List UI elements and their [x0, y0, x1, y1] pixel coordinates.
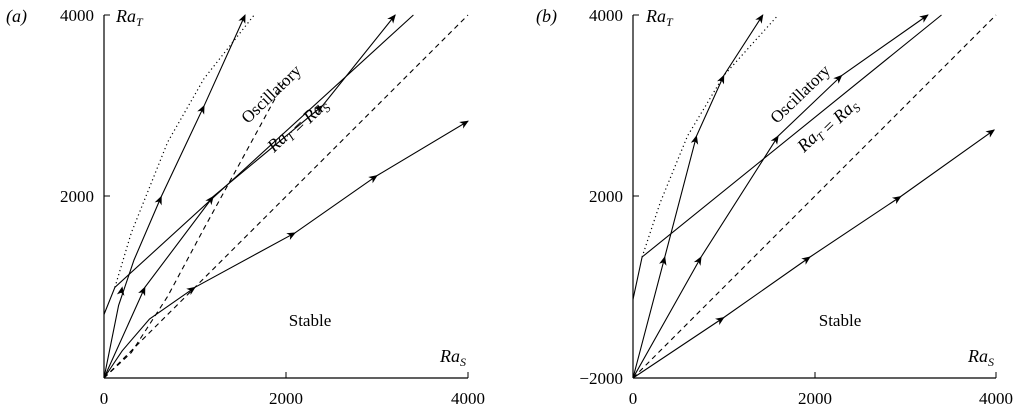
series-line-dashed [632, 14, 997, 379]
x-tick-label: 2000 [269, 389, 303, 408]
x-tick-label: 2000 [798, 389, 832, 408]
x-tick-label: 0 [100, 389, 109, 408]
arrowhead [197, 104, 205, 115]
series-line-dashed [103, 14, 469, 379]
series-line-solid [632, 129, 995, 379]
series-line-dashed [103, 78, 287, 379]
panel-label: (b) [536, 6, 557, 27]
arrowhead [755, 14, 764, 24]
series-line-dotted [114, 14, 255, 288]
arrowhead [154, 195, 162, 206]
series-line-solid [103, 14, 396, 379]
arrowhead [693, 256, 702, 266]
arrowhead [801, 256, 811, 265]
arrowhead [919, 14, 929, 23]
y-axis-title: RaT [115, 6, 144, 29]
arrowhead [138, 286, 146, 297]
arrowhead [368, 175, 378, 184]
y-axis-title: RaT [645, 6, 674, 29]
arrowhead [286, 232, 296, 240]
x-tick-label: 4000 [451, 389, 485, 408]
arrowhead [313, 105, 324, 114]
x-axis-title: RaS [967, 346, 994, 369]
x-axis-title: RaS [439, 346, 466, 369]
arrowhead [459, 120, 469, 129]
arrowhead [770, 135, 779, 145]
arrowhead [715, 316, 725, 326]
series-line-solid [632, 14, 942, 300]
region-label-stable: Stable [819, 311, 862, 330]
x-tick-label: 0 [629, 389, 638, 408]
y-tick-label: 4000 [60, 6, 94, 25]
arrowhead [116, 286, 125, 296]
arrowhead [690, 135, 699, 145]
arrowhead [985, 129, 996, 138]
arrowhead [238, 14, 246, 24]
arrowhead [891, 195, 902, 205]
arrowhead [387, 14, 396, 24]
series-line-solid [103, 14, 414, 315]
series-line-solid [103, 14, 246, 379]
x-tick-label: 4000 [979, 389, 1013, 408]
panel-label: (a) [6, 6, 27, 27]
arrowhead [205, 195, 214, 206]
series-line-solid [632, 14, 764, 379]
y-tick-label: 2000 [589, 187, 623, 206]
y-tick-label: 4000 [589, 6, 623, 25]
arrowhead [186, 286, 196, 295]
arrowhead [717, 74, 725, 85]
series-line-solid [103, 120, 469, 379]
arrowhead [659, 256, 667, 266]
region-label-stable: Stable [289, 311, 332, 330]
y-tick-label: −2000 [579, 369, 623, 388]
series-line-solid [632, 14, 929, 379]
y-tick-label: 2000 [60, 187, 94, 206]
arrowhead [833, 74, 843, 84]
series-line-dotted [641, 14, 779, 258]
